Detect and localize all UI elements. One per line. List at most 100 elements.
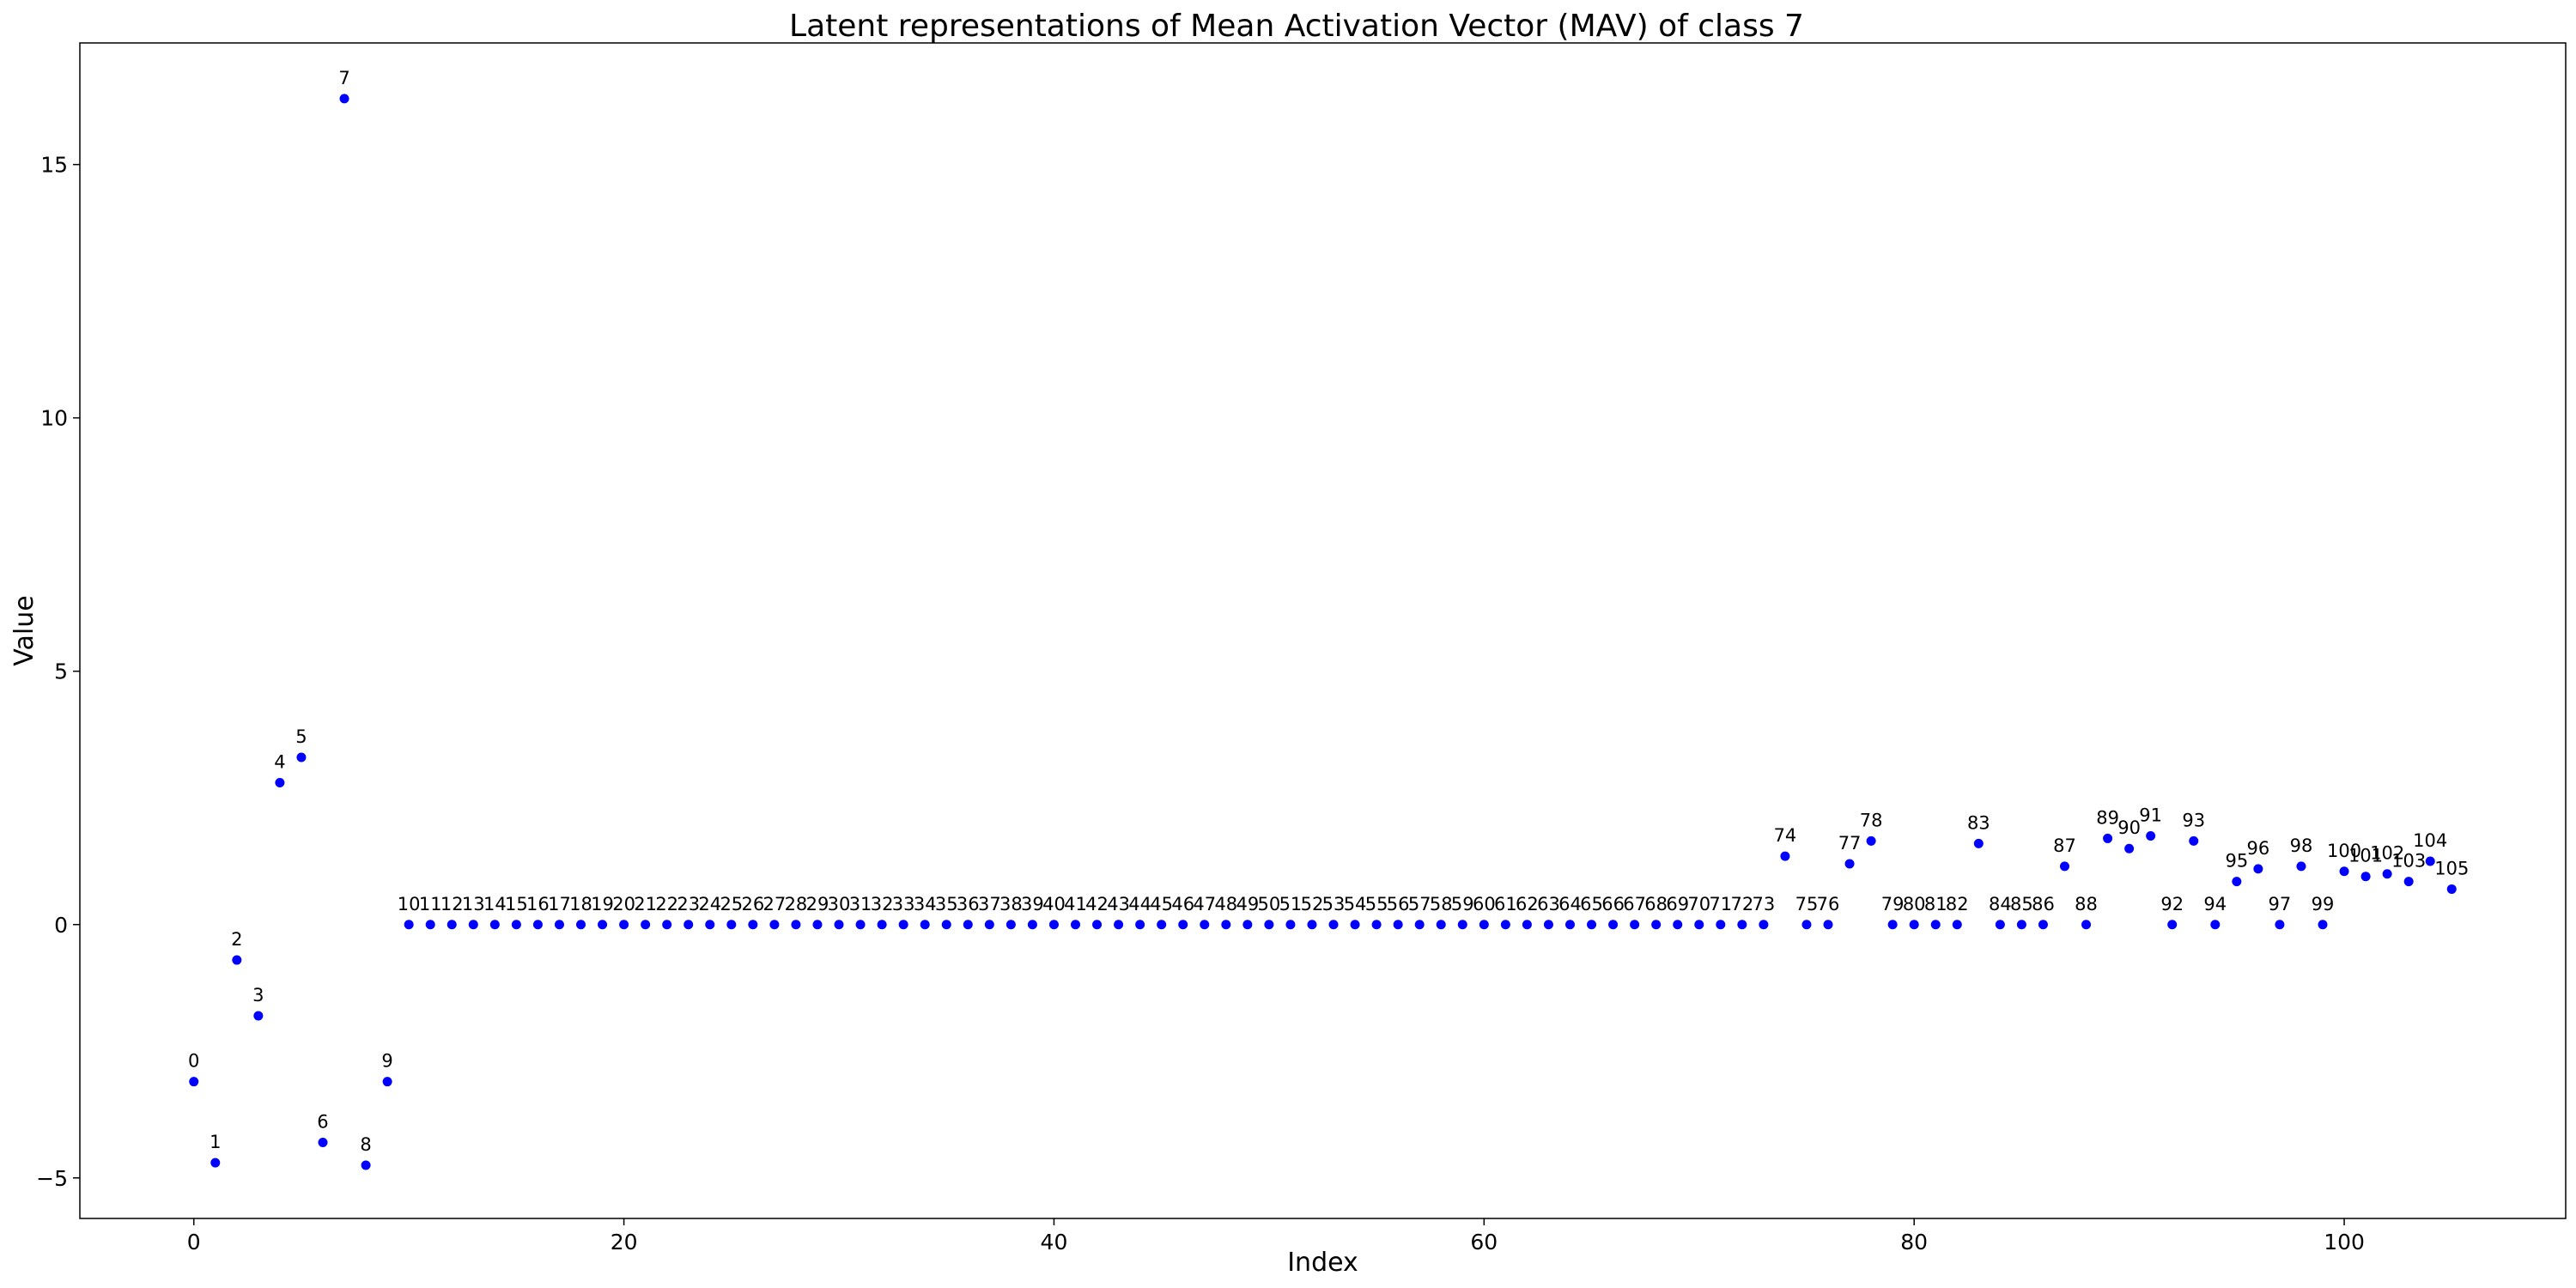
- point-label: 38: [999, 894, 1023, 914]
- point-label: 46: [1171, 894, 1194, 914]
- point-label: 81: [1924, 894, 1947, 914]
- data-point: [447, 920, 457, 930]
- point-label: 87: [2053, 835, 2076, 856]
- point-label: 39: [1021, 894, 1044, 914]
- data-point: [1823, 920, 1833, 930]
- point-label: 3: [252, 985, 264, 1005]
- data-point: [1178, 920, 1188, 930]
- data-point: [2016, 920, 2026, 930]
- point-label: 14: [483, 894, 507, 914]
- point-label: 7: [338, 68, 349, 88]
- data-point: [726, 920, 737, 930]
- data-point: [920, 920, 930, 930]
- point-label: 45: [1150, 894, 1173, 914]
- x-axis-label: Index: [1287, 1248, 1358, 1278]
- point-label: 44: [1128, 894, 1151, 914]
- point-label: 98: [2290, 835, 2313, 856]
- data-point: [554, 920, 564, 930]
- x-tick-label: 0: [187, 1230, 201, 1255]
- data-point: [253, 1011, 264, 1021]
- point-label: 94: [2203, 894, 2227, 914]
- point-label: 100: [2327, 841, 2361, 861]
- point-label: 36: [957, 894, 980, 914]
- point-label: 2: [231, 929, 242, 950]
- data-point: [361, 1160, 371, 1170]
- data-point: [1887, 920, 1898, 930]
- point-label: 74: [1774, 825, 1797, 846]
- data-point: [1285, 920, 1296, 930]
- point-label: 48: [1214, 894, 1237, 914]
- data-point: [1844, 859, 1855, 869]
- point-label: 84: [1989, 894, 2012, 914]
- point-label: 88: [2075, 894, 2098, 914]
- y-tick-label: 0: [54, 913, 68, 938]
- data-point: [2360, 872, 2371, 882]
- point-label: 73: [1753, 894, 1776, 914]
- point-label: 15: [505, 894, 528, 914]
- data-point: [898, 920, 908, 930]
- data-point: [1350, 920, 1360, 930]
- data-point: [877, 920, 887, 930]
- point-label: 23: [677, 894, 700, 914]
- point-label: 22: [655, 894, 678, 914]
- data-point: [2339, 866, 2349, 877]
- data-point: [1393, 920, 1403, 930]
- data-point: [2059, 861, 2069, 872]
- point-label: 51: [1279, 894, 1303, 914]
- point-label: 65: [1580, 894, 1603, 914]
- point-label: 97: [2269, 894, 2292, 914]
- point-label: 18: [569, 894, 592, 914]
- point-label: 50: [1258, 894, 1281, 914]
- point-label: 59: [1451, 894, 1474, 914]
- point-label: 57: [1408, 894, 1431, 914]
- data-point: [855, 920, 866, 930]
- x-tick-label: 80: [1900, 1230, 1928, 1255]
- point-label: 90: [2117, 817, 2141, 838]
- point-label: 80: [1903, 894, 1926, 914]
- point-label: 78: [1860, 810, 1883, 830]
- point-label: 71: [1709, 894, 1732, 914]
- data-point: [468, 920, 478, 930]
- point-label: 31: [849, 894, 872, 914]
- y-axis: −5 0 5 10 15: [36, 153, 80, 1191]
- data-point: [382, 1077, 392, 1087]
- point-label: 34: [914, 894, 937, 914]
- point-label: 93: [2182, 810, 2205, 830]
- data-point: [941, 920, 951, 930]
- data-point: [1995, 920, 2005, 930]
- point-label: 49: [1236, 894, 1259, 914]
- data-point: [619, 920, 629, 930]
- point-label: 26: [741, 894, 764, 914]
- data-point: [1694, 920, 1704, 930]
- data-point: [748, 920, 758, 930]
- data-point: [2403, 877, 2414, 887]
- point-label: 13: [462, 894, 485, 914]
- point-label: 86: [2032, 894, 2055, 914]
- point-label: 105: [2434, 858, 2469, 878]
- point-label: 68: [1644, 894, 1668, 914]
- data-point: [2167, 920, 2178, 930]
- point-label: 56: [1387, 894, 1410, 914]
- point-label: 83: [1967, 812, 1990, 833]
- point-label: 0: [188, 1051, 199, 1072]
- x-tick-label: 60: [1470, 1230, 1498, 1255]
- data-point: [683, 920, 694, 930]
- point-label: 4: [274, 752, 285, 773]
- data-point: [1630, 920, 1640, 930]
- point-label: 60: [1473, 894, 1496, 914]
- point-label: 6: [317, 1111, 328, 1132]
- data-point: [189, 1077, 199, 1087]
- data-point: [1801, 920, 1812, 930]
- point-label: 10: [398, 894, 421, 914]
- data-point: [1135, 920, 1145, 930]
- data-point: [425, 920, 435, 930]
- point-label: 29: [806, 894, 829, 914]
- point-label: 1: [210, 1132, 221, 1152]
- data-point: [1414, 920, 1425, 930]
- data-point: [2382, 869, 2392, 879]
- data-point: [2446, 884, 2457, 894]
- point-label: 67: [1623, 894, 1646, 914]
- data-point: [1587, 920, 1597, 930]
- data-point: [1027, 920, 1037, 930]
- data-point: [1737, 920, 1747, 930]
